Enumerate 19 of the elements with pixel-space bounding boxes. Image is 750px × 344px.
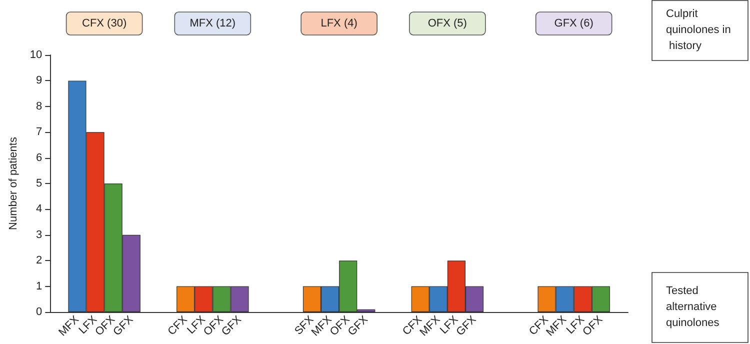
text: Culprit quinolones in history	[666, 8, 731, 52]
y-tick-label: 5	[36, 178, 42, 190]
text: OFX (5)	[428, 18, 467, 30]
y-tick-label: 6	[36, 152, 42, 164]
y-tick-label: 3	[36, 228, 42, 241]
text: MFX (12)	[190, 18, 236, 30]
y-tick-label: 8	[36, 100, 42, 112]
y-tick-label: 0	[36, 306, 42, 318]
y-tick-label: 4	[36, 203, 42, 216]
text: LFX (4)	[320, 18, 358, 30]
text: GFX (6)	[554, 18, 594, 30]
y-tick-label: 2	[36, 254, 42, 267]
y-tick-label: 10	[30, 49, 42, 61]
y-tick-label: 1	[36, 280, 42, 292]
y-tick-label: 9	[36, 74, 42, 87]
y-axis-title: Number of patients	[8, 136, 20, 230]
y-tick-label: 7	[36, 126, 42, 138]
text: Tested alternative quinolones	[666, 285, 720, 329]
text: CFX (30)	[82, 18, 127, 30]
